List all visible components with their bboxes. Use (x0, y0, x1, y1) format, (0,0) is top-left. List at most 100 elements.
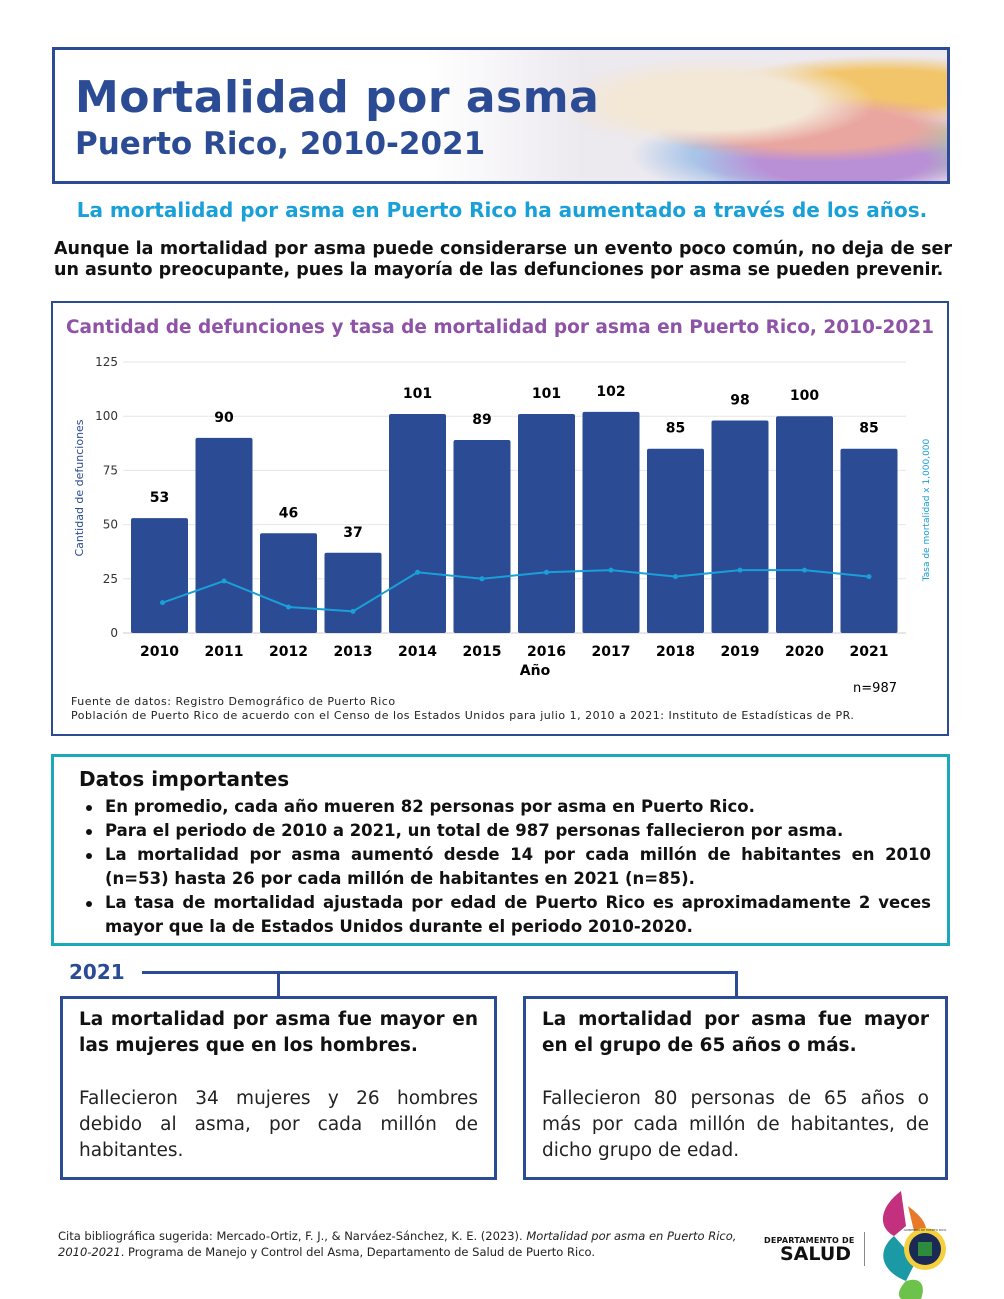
bar-value-label: 101 (532, 386, 561, 402)
bar-value-label: 37 (343, 525, 362, 541)
y2-axis-title: Tasa de mortalidad x 1,000,000 (922, 438, 932, 582)
source-line: Población de Puerto Rico de acuerdo con … (71, 709, 855, 722)
y-tick-label: 125 (95, 355, 118, 369)
key-facts-title: Datos importantes (79, 767, 290, 791)
y-tick-label: 100 (95, 409, 118, 423)
key-fact-item: La tasa de mortalidad ajustada por edad … (79, 891, 931, 939)
rate-point-2014 (415, 569, 420, 575)
box-body: Fallecieron 34 mujeres y 26 hombres debi… (79, 1088, 478, 1161)
bar-2010 (131, 518, 188, 633)
x-tick-label: 2018 (656, 644, 695, 660)
bar-2013 (324, 552, 382, 633)
bar-2014 (389, 414, 446, 633)
key-fact-text: Para el periodo de 2010 a 2021, un total… (105, 821, 516, 840)
bar-value-label: 53 (150, 490, 169, 506)
age-box: La mortalidad por asma fue mayor en el g… (523, 996, 948, 1180)
bar-2021 (840, 448, 898, 633)
key-fact-highlight: 82 (400, 797, 424, 816)
x-tick-label: 2021 (850, 644, 889, 660)
bar-value-label: 98 (730, 393, 749, 409)
chart: 0 25 50 75 100 125 53 2010 90 2011 46 2012 37 2013 101… (73, 355, 932, 696)
x-tick-label: 2010 (140, 644, 179, 660)
year-label: 2021 (69, 960, 125, 984)
bar-2011 (195, 437, 253, 633)
key-fact-text: (n=85). (619, 869, 695, 888)
page-title: Mortalidad por asma (75, 72, 600, 123)
x-tick-label: 2012 (269, 644, 308, 660)
box-title: La mortalidad por asma fue mayor en el g… (542, 1009, 929, 1056)
y-axis-title: Cantidad de defunciones (73, 419, 86, 556)
key-fact-text: personas fallecieron por asma. (549, 821, 844, 840)
connector-line (735, 971, 738, 997)
box-body: Fallecieron 80 personas de 65 años o más… (542, 1088, 929, 1161)
key-fact-item: En promedio, cada año mueren 82 personas… (79, 795, 931, 819)
bar-2018 (647, 448, 704, 633)
bar-value-label: 101 (403, 386, 432, 402)
bar-value-label: 89 (472, 412, 491, 428)
citation: Cita bibliográfica sugerida: Mercado-Ort… (58, 1228, 738, 1260)
headline: La mortalidad por asma en Puerto Rico ha… (76, 198, 928, 222)
bar-value-label: 90 (214, 410, 234, 426)
bar-2020 (776, 416, 833, 633)
key-fact-text: En promedio, cada año mueren (105, 797, 401, 816)
rate-point-2010 (160, 600, 165, 606)
bar-value-label: 85 (666, 421, 685, 437)
x-tick-label: 2016 (527, 644, 566, 660)
chart-title: Cantidad de defunciones y tasa de mortal… (65, 317, 935, 338)
bar-value-label: 46 (279, 505, 298, 521)
logo-line2: SALUD (780, 1243, 852, 1265)
x-tick-label: 2020 (785, 644, 824, 660)
rate-point-2015 (479, 576, 485, 582)
rate-point-2021 (866, 574, 872, 580)
logo-line1: DEPARTAMENTO DE (764, 1236, 855, 1245)
x-tick-label: 2015 (463, 644, 502, 660)
x-tick-label: 2019 (721, 644, 760, 660)
citation-title: Mortalidad por asma en Puerto Rico, 2010… (58, 1229, 737, 1259)
key-fact-item: Para el periodo de 2010 a 2021, un total… (79, 819, 931, 843)
x-tick-label: 2017 (592, 644, 631, 660)
rate-line (162, 569, 870, 613)
citation-text: Cita bibliográfica sugerida: Mercado-Ort… (58, 1229, 527, 1243)
x-tick-label: 2013 (334, 644, 373, 660)
box-title: La mortalidad por asma fue mayor en las … (79, 1009, 478, 1056)
bar-value-label: 102 (596, 384, 625, 400)
citation-text: . Programa de Manejo y Control del Asma,… (120, 1245, 596, 1259)
x-axis-title: Año (520, 663, 551, 679)
page-subtitle: Puerto Rico, 2010-2021 (75, 126, 486, 162)
bar-2015 (453, 440, 511, 633)
bar-value-label: 100 (790, 388, 819, 404)
rate-point-2013 (350, 608, 356, 614)
key-fact-text: personas por asma en Puerto Rico. (423, 797, 755, 816)
header-banner: Mortalidad por asma Puerto Rico, 2010-20… (52, 47, 950, 184)
bar-2016 (518, 414, 575, 633)
connector-line (142, 971, 738, 974)
rate-point-2019 (737, 567, 743, 573)
sex-box: La mortalidad por asma fue mayor en las … (60, 996, 497, 1180)
y-tick-label: 75 (103, 463, 118, 477)
y-tick-label: 25 (103, 572, 118, 586)
key-fact-item: La mortalidad por asma aumentó desde 14 … (79, 843, 931, 891)
x-tick-label: 2011 (205, 644, 244, 660)
rate-point-2012 (286, 604, 291, 610)
key-fact-highlight: 987 (515, 821, 550, 840)
connector-line (277, 971, 280, 997)
key-facts-panel: Datos importantes En promedio, cada año … (51, 754, 950, 946)
rate-point-2017 (608, 567, 614, 573)
chart-panel: Cantidad de defunciones y tasa de mortal… (51, 301, 949, 736)
seal-text: GOBIERNO DE PUERTO RICO (904, 1228, 947, 1232)
y-tick-label: 0 (110, 626, 118, 640)
intro-paragraph: Aunque la mortalidad por asma puede cons… (54, 239, 952, 280)
logo-divider (864, 1232, 865, 1266)
x-tick-label: 2014 (398, 644, 437, 660)
key-fact-text: La mortalidad por asma aumentó desde 14 … (105, 845, 931, 888)
rate-point-2011 (221, 578, 227, 584)
bar-2019 (711, 420, 769, 633)
department-logo-icon: GOBIERNO DE PUERTO RICO (882, 1191, 947, 1299)
rate-point-2018 (673, 574, 678, 580)
sample-size-note: n=987 (853, 681, 897, 696)
rate-point-2020 (802, 567, 807, 573)
key-fact-text: La tasa de mortalidad ajustada por edad … (105, 893, 931, 936)
paper-collage-image (427, 50, 947, 181)
rate-point-2016 (544, 569, 549, 575)
source-line: Fuente de datos: Registro Demográfico de… (71, 695, 396, 708)
